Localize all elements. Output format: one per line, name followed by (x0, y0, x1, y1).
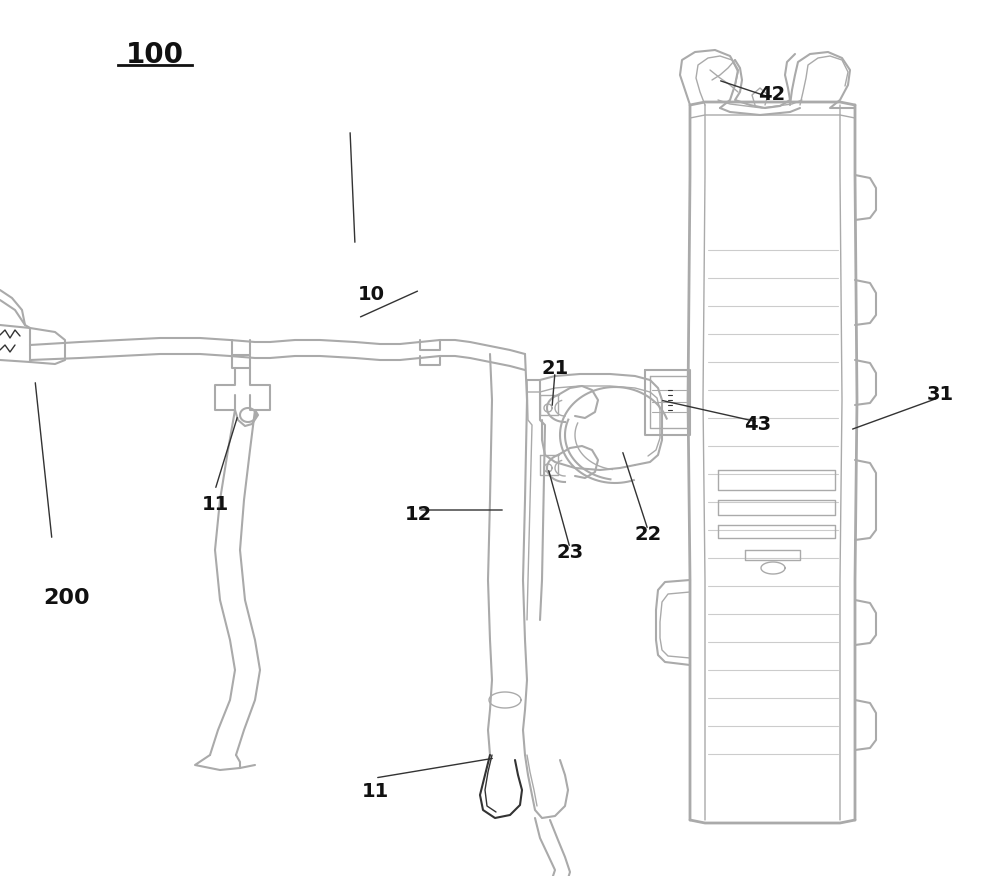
Text: 23: 23 (556, 542, 584, 562)
Text: 11: 11 (201, 495, 229, 514)
Text: 42: 42 (758, 86, 786, 104)
Text: 100: 100 (126, 41, 184, 69)
Text: 22: 22 (634, 526, 662, 545)
Text: 21: 21 (541, 358, 569, 378)
Text: 10: 10 (358, 286, 385, 305)
Text: 200: 200 (43, 588, 90, 608)
Text: 31: 31 (926, 385, 954, 405)
Text: 43: 43 (744, 415, 772, 434)
Text: 11: 11 (361, 782, 389, 801)
Text: 12: 12 (404, 505, 432, 525)
